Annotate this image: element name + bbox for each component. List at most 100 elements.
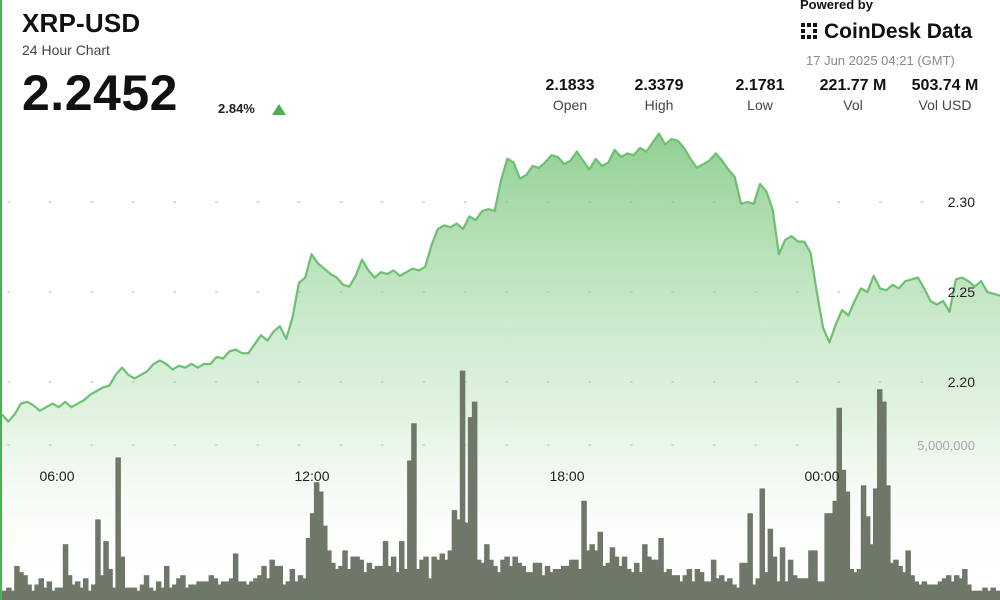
volume-bar <box>419 559 425 600</box>
volume-bar <box>431 556 437 600</box>
stat-vol-usd: 503.74 M Vol USD <box>895 77 995 113</box>
volume-bar <box>544 565 551 600</box>
volume-bar <box>488 559 494 600</box>
volume-bar <box>787 559 794 600</box>
volume-bar <box>751 584 757 600</box>
volume-bar <box>119 556 125 600</box>
volume-bar <box>702 581 709 600</box>
volume-bar <box>492 565 498 600</box>
volume-bar <box>715 578 721 600</box>
volume-bar <box>293 581 300 600</box>
volume-bar <box>99 575 105 600</box>
volume-bar <box>516 562 522 600</box>
volume-bar <box>467 417 474 600</box>
volume-bar <box>520 565 526 600</box>
volume-bar <box>26 584 32 600</box>
volume-bar <box>322 525 328 600</box>
volume-bar <box>986 590 992 600</box>
volume-bar <box>70 584 77 600</box>
volume-bar <box>561 565 567 600</box>
stat-open: 2.1833 Open <box>520 77 620 113</box>
price-change-percent: 2.84% <box>218 101 255 116</box>
volume-bar <box>168 587 174 600</box>
volume-bar <box>241 581 247 600</box>
volume-bar <box>634 562 640 600</box>
volume-bar <box>852 572 859 600</box>
volume-bar <box>743 562 749 600</box>
volume-bar <box>66 575 73 600</box>
volume-bar <box>390 556 397 600</box>
volume-bar <box>585 550 591 600</box>
volume-bar <box>512 556 518 600</box>
volume-bar <box>277 565 283 600</box>
volume-bar <box>945 575 952 600</box>
y-tick-label: 2.25 <box>948 284 975 300</box>
volume-bar <box>621 556 628 600</box>
volume-bar <box>982 587 988 600</box>
y-tick-label: 2.30 <box>948 194 975 210</box>
volume-bar <box>958 578 964 600</box>
up-arrow-icon <box>272 104 286 115</box>
volume-bar <box>6 587 12 600</box>
volume-tick-label: 5,000,000 <box>917 438 975 453</box>
volume-bar <box>763 572 770 600</box>
volume-bar <box>249 581 255 600</box>
volume-bar <box>779 547 786 600</box>
volume-bar <box>281 584 287 600</box>
volume-bar <box>804 578 810 600</box>
volume-bar <box>601 565 608 600</box>
x-tick-label: 00:00 <box>804 468 839 484</box>
volume-bar <box>966 584 972 600</box>
volume-bar <box>297 575 304 600</box>
volume-bar <box>873 488 879 600</box>
volume-bar <box>694 569 701 600</box>
volume-bar <box>232 553 239 600</box>
volume-bar <box>609 547 616 600</box>
volume-bar <box>131 587 138 600</box>
volume-bar <box>285 581 292 600</box>
volume-bar <box>597 531 603 600</box>
volume-bar <box>386 565 393 600</box>
volume-bar <box>95 519 101 600</box>
volume-bar <box>326 550 332 600</box>
volume-bar <box>127 587 134 600</box>
stat-vol-label: Vol <box>843 97 863 113</box>
volume-bar <box>83 578 89 600</box>
x-tick-label: 06:00 <box>39 468 74 484</box>
volume-bar <box>824 513 830 600</box>
stat-low: 2.1781 Low <box>710 77 810 113</box>
volume-bar <box>504 556 510 600</box>
volume-bar <box>334 569 340 600</box>
volume-bar <box>674 575 680 600</box>
volume-bar <box>261 565 267 600</box>
stat-vol-value: 221.77 M <box>819 77 887 94</box>
volume-bar <box>350 556 356 600</box>
coindesk-logo-icon <box>801 23 817 39</box>
volume-bar <box>812 550 818 600</box>
volume-bar <box>569 559 575 600</box>
stat-vol-usd-value: 503.74 M <box>911 77 979 94</box>
page-title: XRP-USD <box>22 8 141 38</box>
volume-bar <box>925 584 932 600</box>
stat-high-label: High <box>644 97 674 113</box>
volume-bar <box>46 581 53 600</box>
volume-bar <box>771 556 778 600</box>
volume-bar <box>208 575 215 600</box>
volume-bar <box>151 590 158 600</box>
volume-bar <box>767 528 774 600</box>
volume-bar <box>719 575 725 600</box>
volume-bar <box>427 578 433 600</box>
volume-bar <box>642 544 648 600</box>
volume-bar <box>941 578 948 600</box>
volume-bar <box>224 581 231 600</box>
volume-bar <box>747 513 753 600</box>
volume-bar <box>565 565 571 600</box>
volume-bar <box>399 541 405 600</box>
volume-bar <box>415 569 421 600</box>
volume-bar <box>196 581 202 600</box>
volume-bar <box>378 565 385 600</box>
volume-bar <box>463 522 470 600</box>
volume-bar <box>407 460 413 600</box>
volume-bar <box>459 370 466 600</box>
volume-bar <box>180 575 186 600</box>
